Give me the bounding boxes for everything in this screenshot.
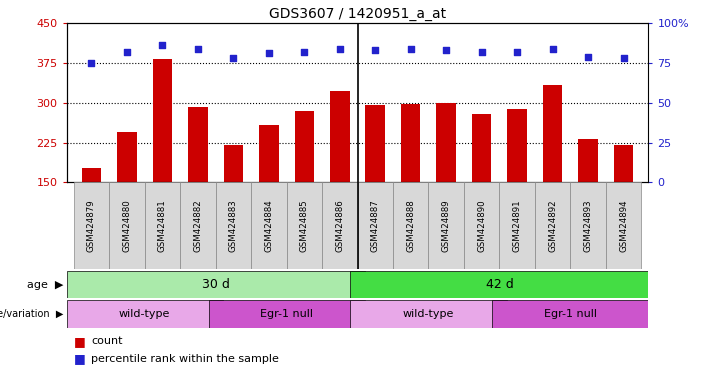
Point [512, 49, 523, 55]
Bar [571, 182, 606, 269]
Text: ■: ■ [74, 335, 86, 348]
Point [476, 49, 487, 55]
Bar [82, 167, 101, 182]
Bar [188, 107, 207, 182]
Text: GSM424894: GSM424894 [619, 199, 628, 252]
Text: GSM424879: GSM424879 [87, 199, 96, 252]
Bar [401, 104, 421, 182]
Bar [294, 111, 314, 182]
Bar [330, 91, 350, 182]
Bar [74, 182, 109, 269]
Text: GSM424884: GSM424884 [264, 199, 273, 252]
Text: GSM424889: GSM424889 [442, 199, 451, 252]
Text: GSM424887: GSM424887 [371, 199, 380, 252]
Text: 42 d: 42 d [486, 278, 513, 291]
Point [583, 53, 594, 60]
Point [157, 42, 168, 48]
Text: wild-type: wild-type [403, 309, 454, 319]
Bar [499, 182, 535, 269]
Text: GSM424893: GSM424893 [584, 199, 592, 252]
Bar [578, 139, 598, 182]
Bar [350, 300, 507, 328]
Bar [365, 105, 385, 182]
Bar [67, 300, 223, 328]
Bar [464, 182, 499, 269]
Point [369, 47, 381, 53]
Text: count: count [91, 336, 123, 346]
Bar [153, 59, 172, 182]
Title: GDS3607 / 1420951_a_at: GDS3607 / 1420951_a_at [269, 7, 446, 21]
Text: GSM424888: GSM424888 [406, 199, 415, 252]
Bar [508, 109, 527, 182]
Bar [259, 125, 278, 182]
Bar [251, 182, 287, 269]
Point [441, 47, 452, 53]
Text: GSM424883: GSM424883 [229, 199, 238, 252]
Text: Egr-1 null: Egr-1 null [544, 309, 597, 319]
Bar [224, 145, 243, 182]
Text: GSM424880: GSM424880 [123, 199, 131, 252]
Point [121, 49, 132, 55]
Bar [287, 182, 322, 269]
Bar [144, 182, 180, 269]
Text: age  ▶: age ▶ [27, 280, 63, 290]
Text: Egr-1 null: Egr-1 null [260, 309, 313, 319]
Bar [437, 103, 456, 182]
Text: GSM424886: GSM424886 [335, 199, 344, 252]
Point [618, 55, 629, 61]
Bar [492, 300, 648, 328]
Point [334, 45, 346, 51]
Text: GSM424881: GSM424881 [158, 199, 167, 252]
Text: 30 d: 30 d [202, 278, 229, 291]
Bar [322, 182, 358, 269]
Bar [606, 182, 641, 269]
Bar [109, 182, 144, 269]
Bar [216, 182, 251, 269]
Bar [350, 271, 648, 298]
Bar [535, 182, 571, 269]
Bar [614, 145, 633, 182]
Point [86, 60, 97, 66]
Bar [67, 271, 365, 298]
Bar [428, 182, 464, 269]
Bar [543, 85, 562, 182]
Point [192, 45, 203, 51]
Point [299, 49, 310, 55]
Bar [393, 182, 428, 269]
Point [228, 55, 239, 61]
Text: GSM424890: GSM424890 [477, 199, 486, 252]
Bar [472, 114, 491, 182]
Text: ■: ■ [74, 352, 86, 365]
Text: GSM424885: GSM424885 [300, 199, 309, 252]
Bar [117, 132, 137, 182]
Bar [208, 300, 365, 328]
Bar [358, 182, 393, 269]
Text: percentile rank within the sample: percentile rank within the sample [91, 354, 279, 364]
Text: GSM424882: GSM424882 [193, 199, 203, 252]
Text: GSM424892: GSM424892 [548, 199, 557, 252]
Text: genotype/variation  ▶: genotype/variation ▶ [0, 309, 63, 319]
Text: GSM424891: GSM424891 [512, 199, 522, 252]
Point [547, 45, 558, 51]
Point [405, 45, 416, 51]
Point [263, 50, 274, 56]
Text: wild-type: wild-type [119, 309, 170, 319]
Bar [180, 182, 216, 269]
